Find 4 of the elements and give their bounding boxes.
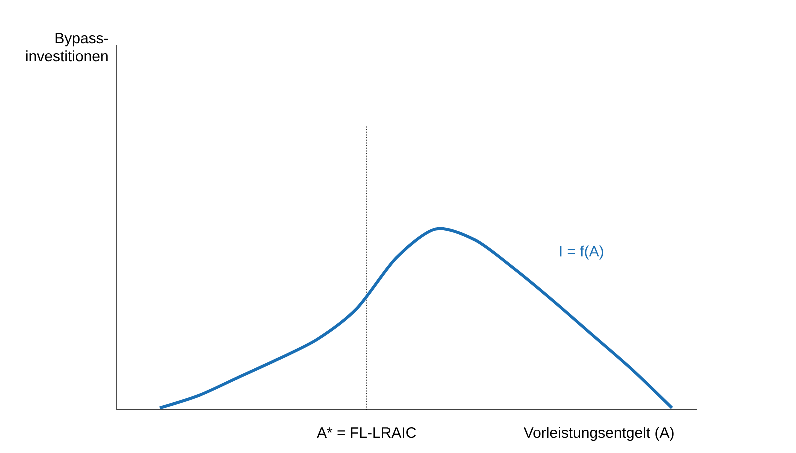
x-axis-title: Vorleistungsentgelt (A) [524,427,674,442]
text: Bypass-investitionen [26,33,108,62]
text: A* = FL-LRAIC [317,428,416,438]
text: I = f(A) [560,246,604,260]
